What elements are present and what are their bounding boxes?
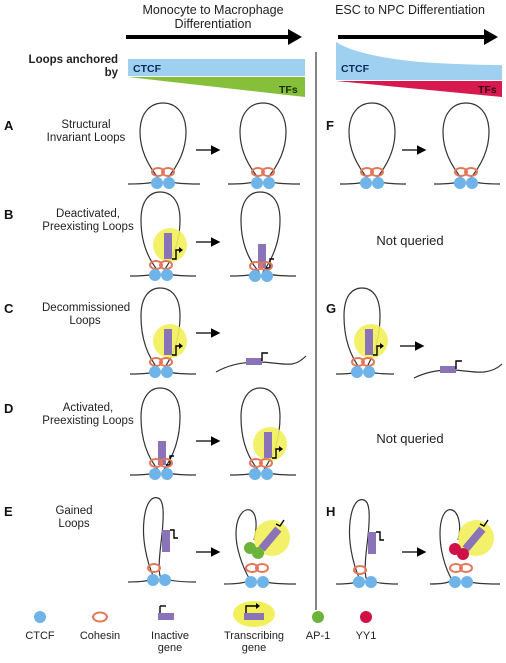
loop-b-before	[129, 191, 197, 281]
loops-anchored-by-label: Loops anchored by	[28, 54, 118, 79]
tf-wedge-left-label: TFs	[279, 84, 298, 96]
ctcf-icon	[34, 611, 46, 623]
row-label-c: Decommissioned Loops	[42, 302, 131, 327]
not-queried-b: Not queried	[376, 233, 444, 248]
tf-wedge-left	[128, 77, 305, 97]
loop-d-before	[129, 387, 197, 480]
ctcf-bar-left	[128, 59, 305, 76]
legend-label-cohesin: Cohesin	[79, 630, 121, 642]
loop-h-after	[429, 509, 501, 588]
ap1-icon	[312, 611, 324, 623]
legend-label-transcribing-gene: Transcribing gene	[223, 630, 285, 655]
loop-g-before	[335, 287, 395, 378]
row-letter-d: D	[4, 401, 14, 416]
row-letter-a: A	[4, 118, 14, 133]
ctcf-bar-right-label: CTCF	[341, 63, 370, 75]
loop-d-after	[229, 387, 297, 480]
decommissioned-g-after	[413, 360, 503, 379]
transcribing-gene-icon	[233, 601, 275, 627]
legend-label-ap1: AP-1	[305, 630, 331, 642]
row-label-b: Deactivated, Preexisting Loops	[42, 208, 134, 233]
legend-label-ctcf: CTCF	[25, 630, 55, 642]
row-letter-f: F	[326, 118, 334, 133]
loop-b-after	[229, 191, 297, 282]
decommissioned-c-after	[215, 352, 307, 373]
cohesin-icon	[92, 611, 108, 623]
yy1-icon	[360, 611, 372, 623]
legend-label-inactive-gene: Inactive gene	[151, 630, 189, 655]
loop-e-before	[127, 497, 197, 586]
row-label-d: Activated, Preexisting Loops	[42, 402, 134, 427]
loop-f-after	[433, 102, 501, 189]
row-letter-e: E	[4, 504, 13, 519]
ctcf-bar-left-label: CTCF	[133, 63, 162, 75]
loop-a-after	[227, 102, 301, 189]
ctcf-bar-right	[336, 42, 502, 80]
row-letter-g: G	[326, 301, 337, 316]
loop-f-before	[339, 102, 407, 189]
loop-e-after	[223, 509, 297, 588]
legend-label-yy1: YY1	[355, 630, 377, 642]
loop-c-before	[129, 287, 197, 378]
tf-wedge-right-label: TFs	[478, 84, 497, 96]
right-header-arrow	[338, 29, 498, 45]
row-letter-b: B	[4, 207, 14, 222]
left-header: Monocyte to Macrophage Differentiation	[142, 3, 284, 31]
loop-h-before	[335, 499, 399, 588]
inactive-gene-icon	[158, 605, 174, 620]
left-header-arrow	[126, 29, 302, 45]
tf-wedge-right	[336, 81, 502, 97]
row-letter-h: H	[326, 504, 336, 519]
right-header: ESC to NPC Differentiation	[335, 3, 485, 17]
row-label-a: Structural Invariant Loops	[46, 119, 126, 144]
row-letter-c: C	[4, 301, 14, 316]
row-label-e: Gained Loops	[55, 505, 93, 530]
not-queried-d: Not queried	[376, 431, 444, 446]
loop-a-before	[127, 102, 201, 189]
